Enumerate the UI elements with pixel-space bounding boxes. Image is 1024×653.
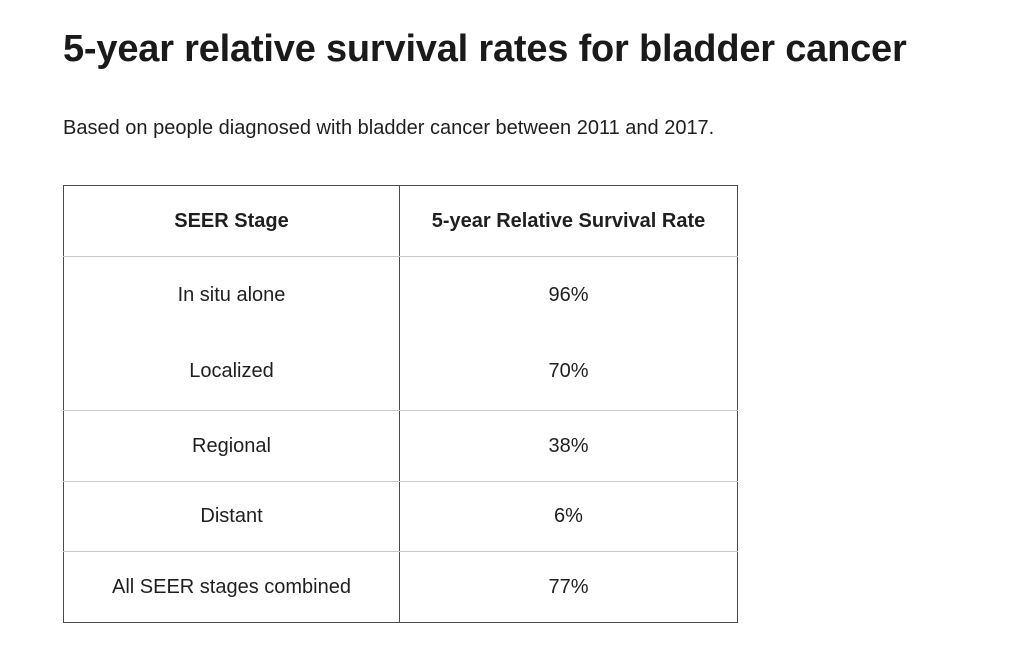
table-header-row: SEER Stage 5-year Relative Survival Rate [63, 185, 738, 257]
table-row: In situ alone 96% [63, 256, 738, 333]
survival-rate-cell: 96% [399, 256, 738, 333]
survival-rate-table: SEER Stage 5-year Relative Survival Rate… [63, 185, 738, 623]
stage-cell: Localized [63, 333, 400, 411]
table-row: Distant 6% [63, 481, 738, 552]
table-row: Localized 70% [63, 333, 738, 411]
survival-rate-cell: 6% [399, 481, 738, 552]
table-row: All SEER stages combined 77% [63, 551, 738, 623]
stage-cell: All SEER stages combined [63, 551, 400, 623]
stage-cell: In situ alone [63, 256, 400, 333]
column-header-stage: SEER Stage [63, 185, 400, 257]
stage-cell: Distant [63, 481, 400, 552]
column-header-survival-rate: 5-year Relative Survival Rate [399, 185, 738, 257]
survival-rate-cell: 38% [399, 410, 738, 482]
stage-cell: Regional [63, 410, 400, 482]
survival-rate-cell: 70% [399, 333, 738, 411]
page-subtitle: Based on people diagnosed with bladder c… [63, 117, 715, 139]
table-row: Regional 38% [63, 410, 738, 482]
survival-rate-cell: 77% [399, 551, 738, 623]
page-title: 5-year relative survival rates for bladd… [63, 28, 907, 70]
